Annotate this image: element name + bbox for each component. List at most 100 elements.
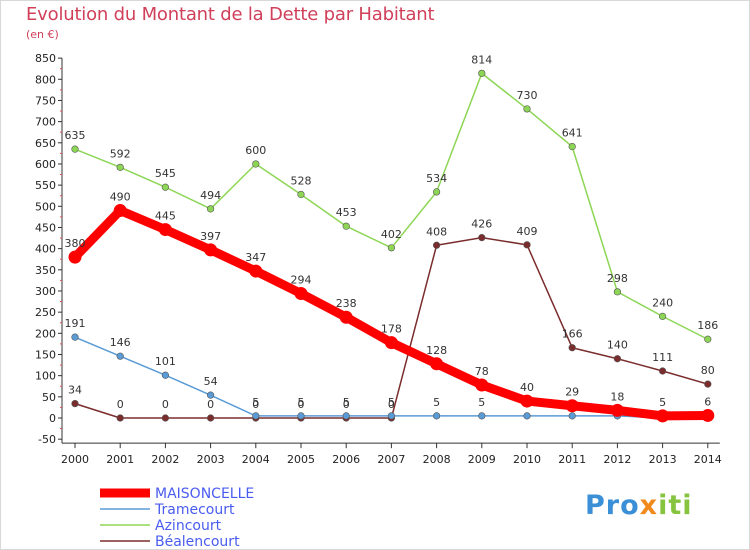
y-tick-label: 250 xyxy=(35,306,56,319)
y-tick-label: 150 xyxy=(35,348,56,361)
data-point-azincourt xyxy=(71,145,79,153)
data-point-tramecourt xyxy=(478,412,486,420)
y-tick-label: 600 xyxy=(35,158,56,171)
x-tick-label: 2014 xyxy=(694,453,722,466)
data-point-maisoncelle xyxy=(656,409,670,423)
data-label-maisoncelle: 18 xyxy=(610,390,624,403)
data-label-béalencourt: 0 xyxy=(117,398,124,411)
data-label-maisoncelle: 347 xyxy=(245,251,266,264)
data-point-tramecourt xyxy=(433,412,441,420)
data-point-azincourt xyxy=(342,222,350,230)
data-point-maisoncelle xyxy=(610,403,624,417)
data-label-béalencourt: 0 xyxy=(388,398,395,411)
x-tick-label: 2003 xyxy=(197,453,225,466)
data-point-maisoncelle xyxy=(565,399,579,413)
logo-text-prefix: Pro xyxy=(585,490,640,521)
data-label-maisoncelle: 178 xyxy=(381,323,402,336)
data-point-maisoncelle xyxy=(430,357,444,371)
x-tick-label: 2012 xyxy=(603,453,631,466)
data-label-azincourt: 600 xyxy=(245,144,266,157)
data-point-maisoncelle xyxy=(158,223,172,237)
data-point-azincourt xyxy=(433,188,441,196)
data-point-béalencourt xyxy=(161,414,169,422)
y-tick-label: 100 xyxy=(35,370,56,383)
data-point-tramecourt xyxy=(161,371,169,379)
x-tick-label: 2005 xyxy=(287,453,315,466)
data-label-maisoncelle: 40 xyxy=(520,381,534,394)
data-label-béalencourt: 111 xyxy=(652,351,673,364)
data-point-azincourt xyxy=(116,163,124,171)
data-point-tramecourt xyxy=(297,412,305,420)
x-tick-label: 2009 xyxy=(468,453,496,466)
series-line-azincourt xyxy=(74,72,709,340)
data-label-tramecourt: 54 xyxy=(204,375,218,388)
data-label-azincourt: 635 xyxy=(65,129,86,142)
data-point-maisoncelle xyxy=(384,336,398,350)
data-label-maisoncelle: 445 xyxy=(155,210,176,223)
legend-label-tramecourt: Tramecourt xyxy=(154,502,235,518)
data-point-béalencourt xyxy=(116,414,124,422)
y-tick-label: 450 xyxy=(35,221,56,234)
data-point-tramecourt xyxy=(207,391,215,399)
data-label-maisoncelle: 294 xyxy=(291,274,312,287)
data-label-azincourt: 240 xyxy=(652,296,673,309)
proxiti-logo: Proxiti xyxy=(585,490,693,521)
data-point-maisoncelle xyxy=(339,310,353,324)
data-point-maisoncelle xyxy=(475,378,489,392)
data-label-béalencourt: 426 xyxy=(471,218,492,231)
data-label-maisoncelle: 78 xyxy=(475,365,489,378)
data-point-azincourt xyxy=(297,190,305,199)
data-label-maisoncelle: 128 xyxy=(426,344,447,357)
data-label-tramecourt: 191 xyxy=(65,317,86,330)
data-point-azincourt xyxy=(478,69,486,77)
data-label-béalencourt: 166 xyxy=(562,328,583,341)
y-tick-label: 700 xyxy=(35,116,56,129)
data-label-maisoncelle: 6 xyxy=(704,395,711,408)
y-tick-label: 0 xyxy=(49,412,56,425)
data-label-azincourt: 402 xyxy=(381,228,402,241)
data-label-tramecourt: 146 xyxy=(110,336,131,349)
logo-text-suffix: iti xyxy=(658,490,693,521)
data-point-béalencourt xyxy=(433,241,441,249)
data-label-béalencourt: 140 xyxy=(607,339,628,352)
data-label-béalencourt: 0 xyxy=(252,398,259,411)
data-point-maisoncelle xyxy=(701,408,715,422)
data-point-azincourt xyxy=(568,143,576,151)
data-label-béalencourt: 409 xyxy=(517,225,538,238)
x-tick-label: 2010 xyxy=(513,453,541,466)
data-point-tramecourt xyxy=(71,333,79,341)
data-point-azincourt xyxy=(658,312,667,320)
data-point-tramecourt xyxy=(116,352,124,360)
data-label-béalencourt: 0 xyxy=(343,398,350,411)
data-point-béalencourt xyxy=(523,241,531,249)
data-label-maisoncelle: 380 xyxy=(65,237,86,250)
data-point-tramecourt xyxy=(342,412,350,420)
y-tick-label: 300 xyxy=(35,285,56,298)
y-tick-label: 500 xyxy=(35,200,56,213)
data-label-maisoncelle: 397 xyxy=(200,230,221,243)
y-tick-label: 200 xyxy=(35,327,56,340)
data-label-azincourt: 545 xyxy=(155,167,176,180)
data-point-azincourt xyxy=(252,160,260,168)
y-tick-label: 50 xyxy=(42,391,56,404)
y-tick-label: 650 xyxy=(35,137,56,150)
legend-label-azincourt: Azincourt xyxy=(155,518,222,534)
data-label-béalencourt: 0 xyxy=(207,398,214,411)
data-point-azincourt xyxy=(704,335,712,343)
chart-title: Evolution du Montant de la Dette par Hab… xyxy=(26,4,435,25)
x-tick-label: 2004 xyxy=(242,453,270,466)
legend-label-béalencourt: Béalencourt xyxy=(155,534,240,550)
x-tick-label: 2011 xyxy=(558,453,586,466)
logo-text-x: x xyxy=(639,490,659,521)
data-point-maisoncelle xyxy=(113,204,127,218)
data-point-tramecourt xyxy=(387,412,396,420)
data-label-azincourt: 298 xyxy=(607,272,628,285)
data-label-maisoncelle: 5 xyxy=(659,396,666,409)
x-tick-label: 2001 xyxy=(106,453,134,466)
y-tick-label: 400 xyxy=(35,243,56,256)
data-point-azincourt xyxy=(207,205,215,213)
data-point-azincourt xyxy=(387,244,396,252)
data-point-béalencourt xyxy=(207,414,215,422)
data-label-azincourt: 534 xyxy=(426,172,447,185)
